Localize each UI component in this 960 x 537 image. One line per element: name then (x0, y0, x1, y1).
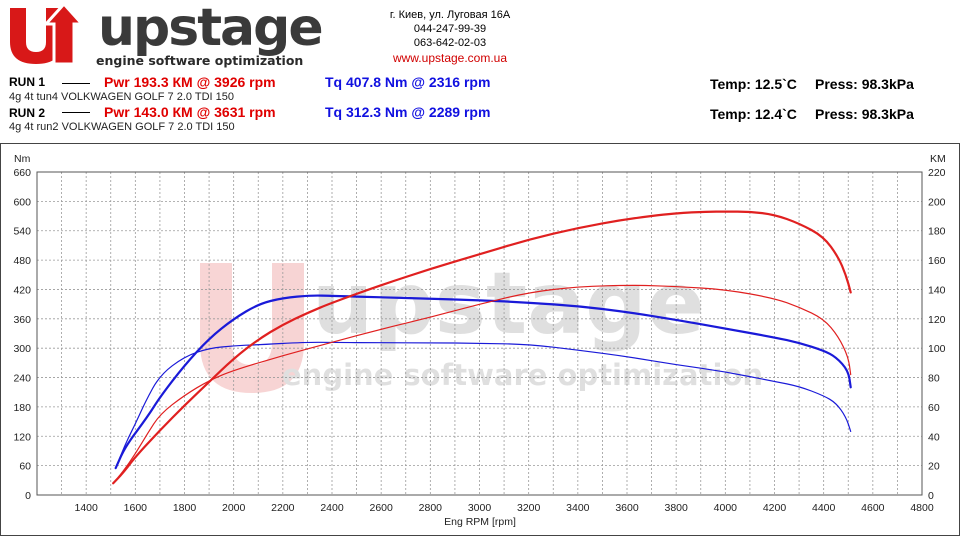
y-right-tick-label: 120 (928, 314, 946, 326)
y-right-tick-label: 80 (928, 373, 940, 385)
website-link[interactable]: www.upstage.com.ua (392, 51, 508, 65)
series-group (112, 210, 852, 485)
watermark-wordmark: upstage (312, 254, 705, 354)
run2-description: 4g 4t run2 VOLKWAGEN GOLF 7 2.0 TDI 150 (9, 121, 235, 133)
x-tick-label: 4600 (861, 502, 885, 514)
y-left-tick-label: 120 (13, 431, 31, 443)
y-left-tick-label: 480 (13, 255, 31, 267)
y-left-tick-label: 360 (13, 314, 31, 326)
y-right-tick-label: 0 (928, 490, 934, 502)
up-logo-icon (10, 4, 86, 66)
x-tick-label: 3600 (615, 502, 639, 514)
x-tick-label: 4800 (910, 502, 934, 514)
x-tick-label: 2000 (222, 502, 246, 514)
y-right-tick-label: 140 (928, 284, 946, 296)
x-tick-label: 4000 (714, 502, 738, 514)
x-tick-label: 3000 (468, 502, 492, 514)
y-axis-left-label: Nm (14, 153, 31, 165)
run1-power: Pwr 193.3 КМ @ 3926 rpm (104, 74, 276, 90)
series-line-run-1-tq (114, 294, 852, 470)
run2-torque: Tq 312.3 Nm @ 2289 rpm (325, 104, 491, 120)
y-left-tick-label: 540 (13, 226, 31, 238)
y-right-tick-label: 60 (928, 402, 940, 414)
logo-wordmark: upstage (98, 0, 324, 58)
run2-legend-line (62, 112, 90, 113)
y-right-tick-label: 200 (928, 196, 946, 208)
x-tick-label: 1800 (173, 502, 197, 514)
upstage-logo: upstage engine software optimization (6, 0, 324, 70)
run2-temp: Temp: 12.4`C (710, 106, 797, 122)
x-tick-label: 2200 (271, 502, 295, 514)
x-tick-label: 3400 (566, 502, 590, 514)
y-left-tick-label: 60 (19, 461, 31, 473)
run1-temp: Temp: 12.5`C (710, 76, 797, 92)
y-left-tick-label: 660 (13, 167, 31, 179)
y-left-tick-label: 240 (13, 373, 31, 385)
x-tick-label: 1400 (74, 502, 98, 514)
x-tick-label: 2600 (369, 502, 393, 514)
x-tick-label: 3800 (664, 502, 688, 514)
y-right-tick-label: 160 (928, 255, 946, 267)
x-axis-label: Eng RPM [rpm] (444, 516, 516, 528)
watermark-tagline: engine software optimization (282, 358, 763, 392)
y-left-tick-label: 0 (25, 490, 31, 502)
y-right-tick-label: 100 (928, 343, 946, 355)
series-line-run-2-pwr (112, 284, 852, 484)
run1-legend-line (62, 83, 90, 84)
phone-1: 044-247-99-39 (413, 23, 487, 35)
plot-area-border (36, 171, 923, 496)
series-line-run-2-tq (115, 341, 852, 469)
run2-press: Press: 98.3kPa (815, 106, 914, 122)
y-axis-right-label: KM (930, 153, 946, 165)
run1-press: Press: 98.3kPa (815, 76, 914, 92)
x-tick-label: 2400 (320, 502, 344, 514)
run2-power: Pwr 143.0 КМ @ 3631 rpm (104, 104, 276, 120)
x-tick-label: 4400 (812, 502, 836, 514)
x-tick-label: 4200 (763, 502, 787, 514)
y-left-tick-label: 420 (13, 284, 31, 296)
logo-tagline: engine software optimization (96, 53, 304, 68)
y-left-tick-label: 600 (13, 196, 31, 208)
run1-torque: Tq 407.8 Nm @ 2316 rpm (325, 74, 491, 90)
y-right-tick-label: 180 (928, 226, 946, 238)
watermark-logo: upstage engine software optimization (200, 254, 763, 393)
run1-label: RUN 1 (9, 75, 46, 89)
series-line-run-1-pwr (112, 210, 852, 485)
contact-block: г. Киев, ул. Луговая 16А 044-247-99-39 0… (340, 8, 560, 65)
y-right-tick-label: 40 (928, 431, 940, 443)
x-tick-label: 3200 (517, 502, 541, 514)
x-tick-label: 1600 (124, 502, 148, 514)
run2-label: RUN 2 (9, 106, 46, 120)
axes: 1400 1600 1800 2000 2200 2400 2600 2800 3000 3200… (13, 167, 945, 514)
y-left-tick-label: 300 (13, 343, 31, 355)
y-right-tick-label: 220 (928, 167, 946, 179)
x-tick-label: 2800 (419, 502, 443, 514)
phone-2: 063-642-02-03 (413, 37, 487, 49)
y-left-tick-label: 180 (13, 402, 31, 414)
y-right-tick-label: 20 (928, 461, 940, 473)
run1-description: 4g 4t tun4 VOLKWAGEN GOLF 7 2.0 TDI 150 (9, 91, 234, 103)
dyno-chart: upstage engine software optimization 140… (13, 153, 946, 528)
address: г. Киев, ул. Луговая 16А (389, 9, 511, 21)
